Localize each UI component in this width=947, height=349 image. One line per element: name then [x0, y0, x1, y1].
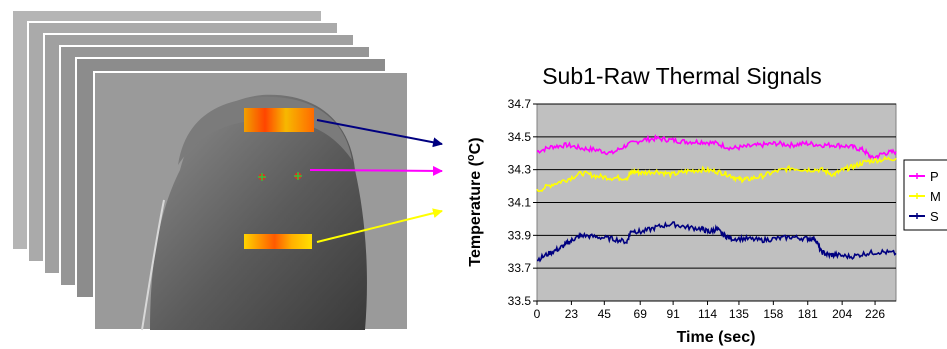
legend-label: M: [930, 189, 941, 204]
series-line-S: [537, 221, 897, 263]
x-tick-label: 0: [534, 307, 541, 321]
periorbital-arrow: [309, 165, 443, 176]
y-tick-labels: 33.5 33.7 33.9 34.1 34.3 34.5 34.7: [508, 97, 532, 308]
legend-label: P: [930, 169, 939, 184]
legend-label: S: [930, 209, 939, 224]
y-tick-label: 34.3: [508, 163, 532, 177]
x-tick-label: 114: [698, 307, 717, 321]
x-tick-label: 91: [666, 307, 680, 321]
frame-stack: [11, 9, 409, 331]
x-tick-label: 226: [865, 307, 885, 321]
x-axis-title: Time (sec): [677, 329, 756, 346]
front-frame: [93, 71, 409, 331]
x-tick-label: 158: [763, 307, 783, 321]
y-tick-label: 34.7: [508, 97, 532, 111]
roi-arrows: [309, 119, 443, 243]
grid-lines: [533, 103, 896, 305]
series-line-P: [536, 133, 897, 162]
y-tick-label: 34.5: [508, 130, 532, 144]
forehead-roi: [244, 108, 314, 132]
legend: PMS: [903, 159, 947, 231]
sensor-cable: [141, 199, 165, 331]
y-tick-label: 33.5: [508, 294, 532, 308]
y-axis-title: Temperature (oC): [465, 137, 484, 266]
x-tick-label: 135: [729, 307, 749, 321]
face-silhouette: [150, 94, 367, 331]
maxillary-arrow: [316, 208, 443, 243]
x-tick-labels: 0 23 45 69 91 114 135 158 181 204 226: [534, 307, 886, 321]
maxillary-roi: [244, 234, 312, 249]
y-tick-label: 34.1: [508, 196, 532, 210]
y-tick-label: 33.7: [508, 261, 532, 275]
x-tick-label: 181: [798, 307, 818, 321]
periorbital-markers: [258, 172, 302, 181]
series-layer: [536, 133, 897, 263]
x-tick-label: 69: [634, 307, 648, 321]
chart-title: Sub1-Raw Thermal Signals: [542, 63, 822, 89]
thermal-chart: Sub1-Raw Thermal Signals 33.5 33.7 33.9 34.…: [465, 63, 947, 346]
y-tick-label: 33.9: [508, 228, 532, 242]
x-tick-label: 204: [832, 307, 852, 321]
x-tick-label: 45: [598, 307, 612, 321]
x-tick-label: 23: [565, 307, 579, 321]
series-line-M: [536, 155, 897, 192]
supraorbital-arrow: [316, 119, 443, 148]
